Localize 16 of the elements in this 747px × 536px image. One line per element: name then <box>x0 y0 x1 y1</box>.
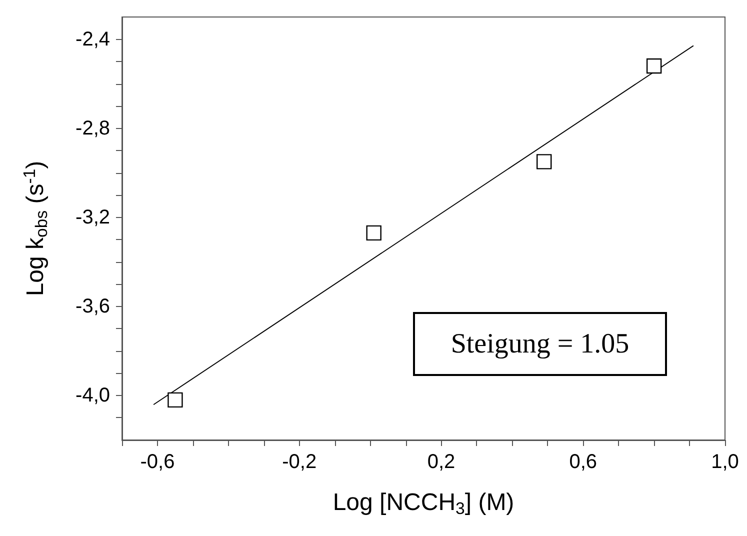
y-tick-label: -2,8 <box>76 117 110 140</box>
point <box>646 58 662 74</box>
y-tick-label: -3,2 <box>76 206 110 228</box>
y-tick-label: -2,4 <box>76 28 110 50</box>
x-tick-label: -0,6 <box>140 451 175 473</box>
x-tick-label: 0,2 <box>427 451 456 473</box>
x-tick-label: 0,6 <box>569 451 598 473</box>
point <box>168 392 183 408</box>
y-tick-label: -3,6 <box>76 295 110 318</box>
point <box>366 225 382 241</box>
x-tick-label: 1,0 <box>711 451 739 473</box>
point <box>536 154 552 170</box>
y-axis-title: Log kobs (s-1) <box>20 160 51 296</box>
y-tick-label: -4,0 <box>76 384 110 406</box>
annotation: Steigung = 1.05 <box>450 328 630 360</box>
x-tick-label: -0,2 <box>282 451 317 473</box>
